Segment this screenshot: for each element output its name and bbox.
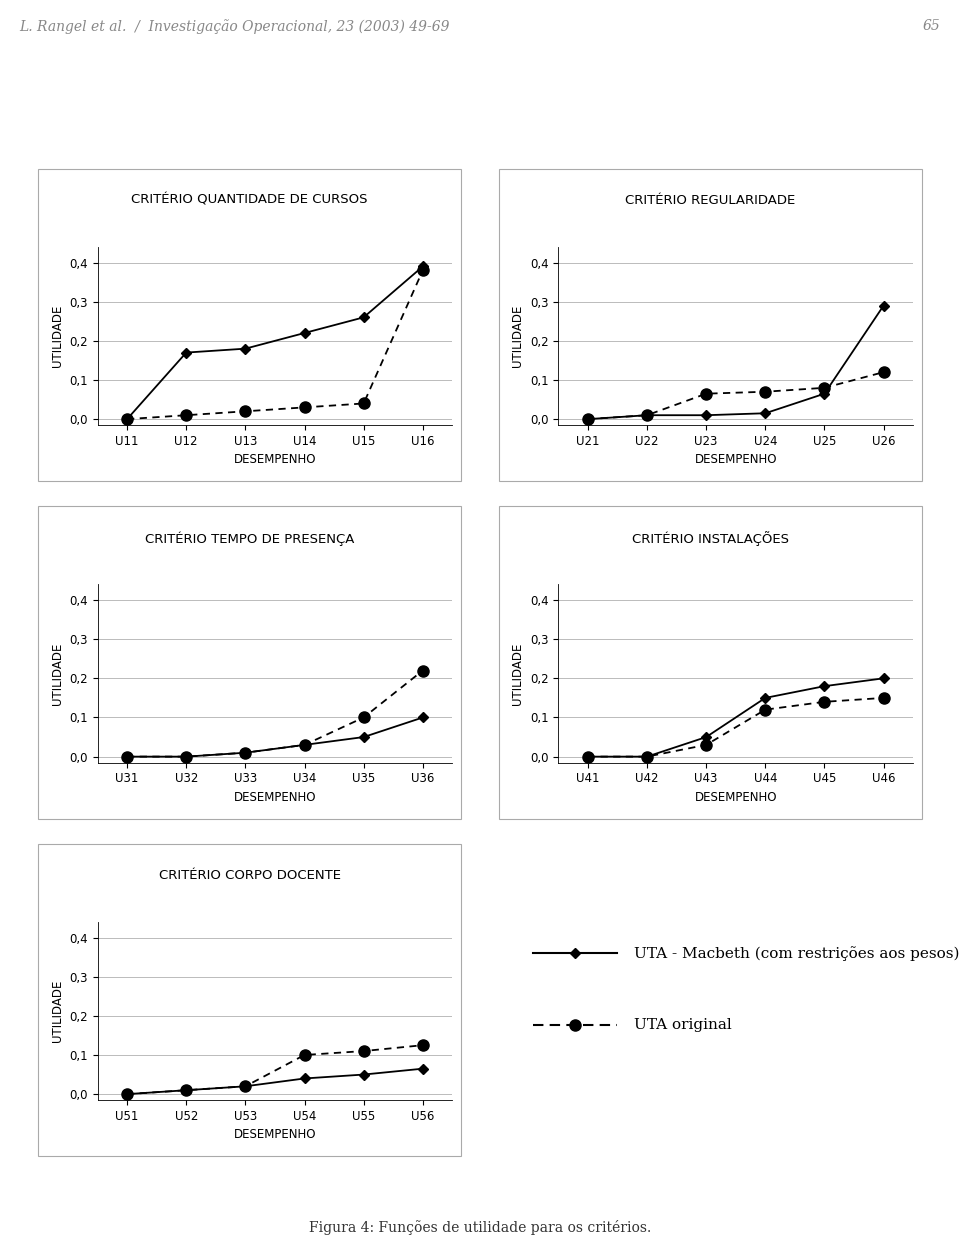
Text: 65: 65 [924,19,941,32]
X-axis label: DESEMPENHO: DESEMPENHO [233,1129,316,1141]
Text: UTA - Macbeth (com restrições aos pesos): UTA - Macbeth (com restrições aos pesos) [635,946,960,960]
X-axis label: DESEMPENHO: DESEMPENHO [233,791,316,804]
Text: L. Rangel et al.  /  Investigação Operacional, 23 (2003) 49-69: L. Rangel et al. / Investigação Operacio… [19,19,449,34]
Text: CRITÉRIO REGULARIDADE: CRITÉRIO REGULARIDADE [625,194,796,206]
Y-axis label: UTILIDADE: UTILIDADE [512,305,524,368]
Y-axis label: UTILIDADE: UTILIDADE [51,305,63,368]
X-axis label: DESEMPENHO: DESEMPENHO [694,454,777,466]
X-axis label: DESEMPENHO: DESEMPENHO [694,791,777,804]
Text: CRITÉRIO QUANTIDADE DE CURSOS: CRITÉRIO QUANTIDADE DE CURSOS [132,194,368,206]
Text: CRITÉRIO CORPO DOCENTE: CRITÉRIO CORPO DOCENTE [158,869,341,881]
Y-axis label: UTILIDADE: UTILIDADE [51,980,63,1042]
Text: CRITÉRIO INSTALAÇÕES: CRITÉRIO INSTALAÇÕES [632,531,789,546]
Y-axis label: UTILIDADE: UTILIDADE [51,642,63,705]
X-axis label: DESEMPENHO: DESEMPENHO [233,454,316,466]
Text: CRITÉRIO TEMPO DE PRESENÇA: CRITÉRIO TEMPO DE PRESENÇA [145,531,354,546]
Text: UTA original: UTA original [635,1017,732,1032]
Text: Figura 4: Funções de utilidade para os critérios.: Figura 4: Funções de utilidade para os c… [309,1220,651,1235]
Y-axis label: UTILIDADE: UTILIDADE [512,642,524,705]
